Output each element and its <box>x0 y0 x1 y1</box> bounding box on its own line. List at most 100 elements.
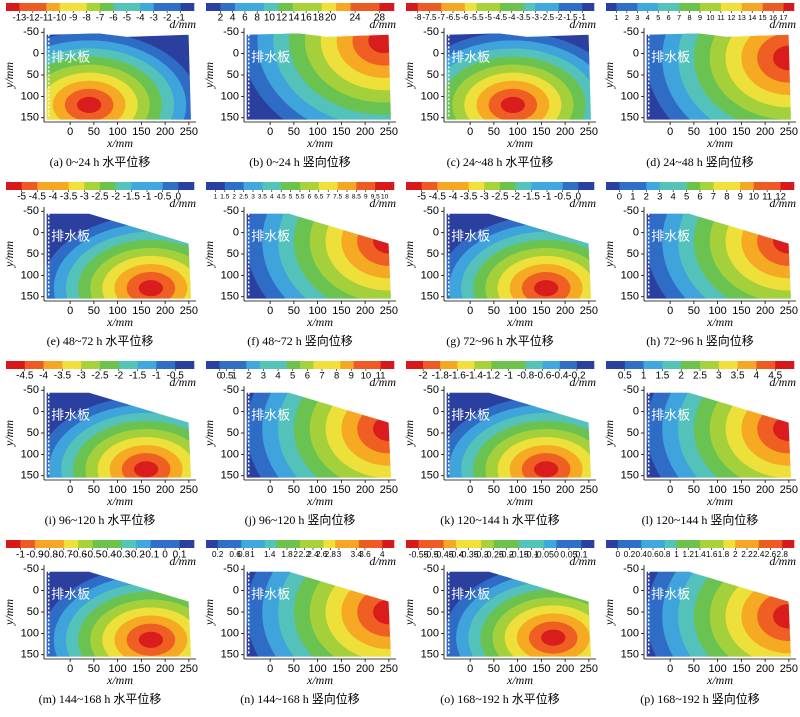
colorbar-segment <box>741 3 753 11</box>
annotation: 排水板 <box>451 408 490 423</box>
x-tick-label: 50 <box>288 305 300 317</box>
panel: -5 -4.5 -4 -3.5 -3 -2.5 -2 -1.5 -1 -0.5 0d/mm排水板-5… <box>2 182 198 348</box>
panel: 0 0.2 0.4 0.6 0.8 1 1.2 1.4 1.6 1.8 2 2.2 2.4 2.6 2.8d… <box>602 540 798 706</box>
colorbar-segment <box>676 540 689 548</box>
colorbar-tick-label: -2.5 <box>91 192 109 203</box>
colorbar-segment <box>453 182 469 190</box>
colorbar-segment <box>263 3 279 11</box>
colorbar-tick-label: -0.4 <box>449 549 464 559</box>
colorbar-tick-label: -2 <box>419 371 428 382</box>
colorbar-tick-label: 2 <box>733 550 738 559</box>
colorbar-segment <box>491 361 509 369</box>
colorbar-segment <box>740 182 755 190</box>
x-tick-label: 200 <box>756 484 774 496</box>
colorbar-label: d/mm <box>769 375 796 389</box>
x-tick-label: 0 <box>267 126 273 138</box>
y-tick-label: 50 <box>627 606 639 618</box>
y-tick-label: 150 <box>421 112 439 124</box>
colorbar-tick-label: -3 <box>77 371 86 382</box>
colorbar-segment <box>328 182 338 190</box>
colorbar-tick-label: 16 <box>301 13 313 24</box>
domain-outline <box>646 213 792 300</box>
colorbar-tick-label: 1.5 <box>655 371 669 382</box>
colorbar-segment <box>262 182 273 190</box>
colorbar-tick-label: 8 <box>334 371 339 382</box>
colorbar-segment <box>464 3 477 11</box>
colorbar-tick-label: 12 <box>276 13 288 24</box>
y-tick-label: -50 <box>223 26 239 38</box>
contour-level <box>533 280 559 297</box>
colorbar-label: d/mm <box>569 17 596 31</box>
x-tick-label: 150 <box>332 126 350 138</box>
colorbar-tick-label: 0 <box>615 550 620 559</box>
colorbar-tick-label: -9 <box>69 13 77 24</box>
x-axis-label: x/mm <box>306 494 333 508</box>
colorbar-tick-label: -1 <box>152 371 161 382</box>
colorbar-tick-label: 0.05 <box>560 549 577 559</box>
colorbar-segment <box>46 3 61 11</box>
panel: 0.5 1 1.5 2 2.5 3 3.5 4 4.5d/mm 排水板 -50 0 50 100 150 0 5… <box>602 361 798 527</box>
y-tick-label: 100 <box>21 269 39 281</box>
colorbar-tick-label: -4.5 <box>429 192 447 203</box>
panel: 1 2 3 4 5 6 7 8 9 10 11 12 13 14 15 16 17d/mm排水板-5005010… <box>602 3 798 169</box>
caption: (a) 0~24 h 水平位移 <box>50 154 151 169</box>
colorbar-segment <box>175 361 195 369</box>
y-tick-label: 100 <box>221 90 239 102</box>
colorbar-tick-label: 2 <box>625 13 629 22</box>
colorbar-segment <box>206 540 219 548</box>
x-tick-label: 250 <box>380 484 398 496</box>
y-tick-label: 0 <box>633 406 639 418</box>
colorbar-tick-label: 7 <box>326 194 330 201</box>
colorbar-segment <box>525 361 544 369</box>
colorbar-tick-label: 8.5 <box>352 194 361 201</box>
colorbar-tick-label: -3.5 <box>460 192 478 203</box>
caption: (p) 168~192 h 竖向位移 <box>640 691 760 706</box>
contour-level <box>138 280 164 297</box>
colorbar-segment <box>718 361 738 369</box>
y-tick-label: 0 <box>633 48 639 60</box>
colorbar-segment <box>150 540 166 548</box>
colorbar-segment <box>59 3 74 11</box>
x-tick-label: 200 <box>356 126 374 138</box>
annotation: 排水板 <box>251 229 290 244</box>
colorbar-segment <box>735 540 748 548</box>
colorbar-tick-label: -13 <box>13 13 27 24</box>
x-tick-label: 250 <box>380 663 398 675</box>
colorbar-tick-label: 4 <box>275 371 280 382</box>
x-axis-label: x/mm <box>106 673 133 687</box>
colorbar-tick-label: -6.5 <box>446 13 461 22</box>
y-tick-label: -50 <box>623 26 639 38</box>
x-tick-label: 150 <box>532 484 550 496</box>
contour-field <box>446 392 592 478</box>
panel: -0.55-0.5-0.45-0.4-0.35-0.3-0.25-0.2-0.1… <box>402 540 598 706</box>
x-tick-label: 150 <box>132 663 150 675</box>
colorbar-segment <box>646 182 661 190</box>
colorbar-tick-label: 7 <box>319 371 324 382</box>
colorbar-segment <box>756 361 776 369</box>
y-tick-label: 100 <box>221 448 239 460</box>
colorbar-segment <box>617 540 630 548</box>
colorbar-tick-label: -4.5 <box>29 192 47 203</box>
y-tick-label: 100 <box>21 90 39 102</box>
colorbar-segment <box>686 182 701 190</box>
colorbar-segment <box>136 540 151 548</box>
caption: (e) 48~72 h 水平位移 <box>47 333 154 348</box>
colorbar-tick-label: 0 <box>576 192 582 203</box>
x-tick-label: 200 <box>756 305 774 317</box>
x-tick-label: 200 <box>156 126 174 138</box>
x-tick-label: 200 <box>556 663 574 675</box>
colorbar-tick-label: -3 <box>532 13 540 22</box>
y-tick-label: 100 <box>421 90 439 102</box>
colorbar-segment <box>576 361 595 369</box>
x-tick-label: 100 <box>108 126 126 138</box>
colorbar-segment <box>441 3 454 11</box>
colorbar-segment <box>429 3 442 11</box>
colorbar-segment <box>100 3 114 11</box>
contour-level <box>773 45 792 71</box>
annotation: 排水板 <box>451 50 490 65</box>
x-tick-label: 50 <box>488 305 500 317</box>
panel: -13 -12 -11 -10 -9 -8 -7 -6 -5 -4 -3 -2 -1d/mm 排水板 -50… <box>2 3 198 169</box>
x-tick-label: 100 <box>308 305 326 317</box>
colorbar-segment <box>340 361 355 369</box>
colorbar-segment <box>206 182 216 190</box>
